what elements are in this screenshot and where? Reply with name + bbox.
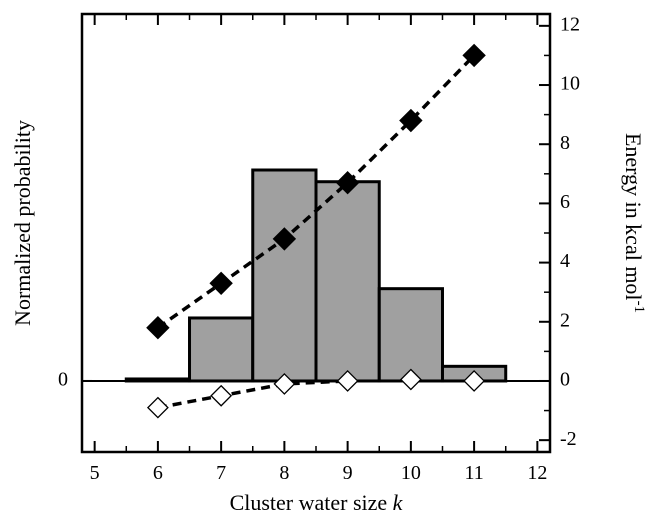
x-tick-label: 5	[90, 462, 100, 484]
filled-diamond-marker-k-10	[399, 108, 423, 133]
y-right-axis-title-sup: -1	[631, 301, 647, 314]
series-open-dashed-line	[157, 379, 348, 410]
y-right-tick-label: 8	[560, 132, 570, 154]
open-diamond-marker-k-10	[399, 368, 422, 391]
bar-k-8	[251, 168, 318, 383]
open-diamond-marker-k-8	[273, 373, 296, 395]
series-layer	[146, 43, 486, 419]
y-right-axis-title-text: Energy in kcal mol	[621, 133, 646, 301]
y-left-axis-title: Normalized probability	[10, 120, 35, 326]
filled-diamond-marker-k-11	[462, 43, 486, 68]
x-axis-title-text: Cluster water size	[230, 490, 388, 515]
filled-diamond-marker-k-8	[272, 227, 297, 251]
x-axis-title: Cluster water size k	[230, 490, 404, 515]
filled-diamond-marker-k-9	[335, 170, 360, 195]
y-right-tick-label: 10	[560, 73, 580, 95]
x-axis-title-var: k	[393, 490, 404, 515]
x-tick-label: 6	[153, 462, 163, 484]
open-diamond-marker-k-7	[210, 384, 233, 407]
left-zero-label: 0	[58, 369, 68, 391]
open-diamond-marker-k-6	[146, 396, 169, 419]
series-filled-dashed-line	[156, 54, 476, 330]
ticks-layer: 5 6 7 8 9 10 11 12 -2 0 2 4 6 8 10 12	[82, 13, 580, 484]
bar-k-7	[188, 316, 255, 383]
x-tick-label: 8	[279, 462, 289, 484]
y-right-axis-title: Energy in kcal mol-1	[621, 133, 647, 313]
open-diamond-marker-k-11	[463, 370, 486, 392]
bar-k-9	[314, 180, 381, 383]
bars-layer	[124, 168, 508, 383]
y-right-tick-label: 6	[560, 191, 570, 213]
x-tick-label: 11	[464, 462, 483, 484]
x-tick-label: 7	[216, 462, 226, 484]
y-right-tick-label: 12	[560, 13, 580, 35]
open-diamond-marker-k-9	[336, 370, 359, 392]
y-right-tick-label: 2	[560, 309, 570, 331]
x-tick-label: 10	[401, 462, 421, 484]
filled-diamond-marker-k-7	[209, 271, 233, 296]
filled-diamond-marker-k-6	[146, 315, 170, 340]
x-tick-label: 9	[343, 462, 353, 484]
y-right-tick-label: 4	[560, 250, 570, 272]
y-right-tick-label: 0	[560, 369, 570, 391]
x-tick-label: 12	[527, 462, 547, 484]
y-right-tick-label: -2	[560, 428, 577, 450]
bar-k-10	[377, 287, 444, 383]
